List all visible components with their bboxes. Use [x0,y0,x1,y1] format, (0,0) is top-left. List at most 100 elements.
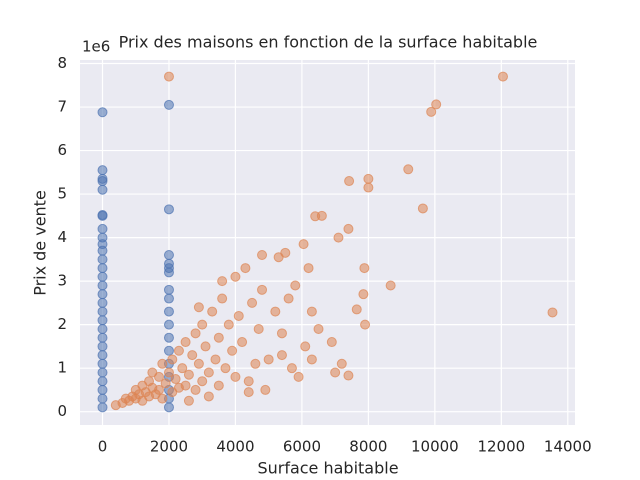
point [183,369,194,380]
x-tick-label: 4000 [216,438,254,456]
point [197,376,208,387]
point [157,358,168,369]
point [97,332,108,343]
point [417,203,428,214]
point [97,209,108,220]
point [180,380,191,391]
point [358,289,369,300]
y-tick-label: 7 [57,98,67,116]
y-tick-label: 4 [57,228,67,246]
point [97,280,108,291]
point [431,99,442,110]
point [97,184,108,195]
x-tick-label: 10000 [411,438,459,456]
point [217,276,228,287]
point [303,263,314,274]
point [170,374,181,385]
point [220,363,231,374]
point [276,328,287,339]
point [97,384,108,395]
point [97,289,108,300]
point [183,395,194,406]
point [263,354,274,365]
point [247,297,258,308]
point [260,384,271,395]
point [257,284,268,295]
point [153,371,164,382]
point [403,164,414,175]
point [336,358,347,369]
point [173,345,184,356]
point [240,263,251,274]
point [167,354,178,365]
point [163,204,174,215]
point [97,223,108,234]
point [160,378,171,389]
x-tick-label: 2000 [150,438,188,456]
point [157,393,168,404]
point [97,376,108,387]
point [163,71,174,82]
point [233,310,244,321]
point [97,173,108,184]
point [163,402,174,413]
point [97,350,108,361]
point [306,354,317,365]
point [97,358,108,369]
point [385,280,396,291]
point [250,358,261,369]
point [97,297,108,308]
point [163,258,174,269]
point [333,232,344,243]
point [213,332,224,343]
point [153,384,164,395]
y-tick-label: 0 [57,402,67,420]
point [343,223,354,234]
point [197,319,208,330]
x-axis-label: Surface habitable [257,459,398,478]
point [97,341,108,352]
point [163,293,174,304]
x-tick-label: 8000 [349,438,387,456]
point [177,363,188,374]
point [363,182,374,193]
y-tick-label: 2 [57,315,67,333]
point [243,376,254,387]
point [213,380,224,391]
point [227,345,238,356]
chart-title: Prix des maisons en fonction de la surfa… [119,33,538,52]
point [97,107,108,118]
y-offset-label: 1e6 [82,38,110,56]
point [243,387,254,398]
point [97,402,108,413]
point [97,263,108,274]
point [193,302,204,313]
point [230,371,241,382]
point [253,323,264,334]
y-tick-label: 6 [57,141,67,159]
point [193,358,204,369]
x-tick-label: 14000 [544,438,592,456]
point [203,391,214,402]
y-axis-label: Prix de vente [31,190,50,296]
point [257,250,268,261]
point [163,250,174,261]
point [283,293,294,304]
point [97,367,108,378]
point [163,345,174,356]
x-tick-label: 12000 [477,438,525,456]
point [300,341,311,352]
point [547,307,558,318]
point [200,341,211,352]
point [326,337,337,348]
y-tick-label: 3 [57,272,67,290]
x-tick-label: 0 [98,438,108,456]
point [97,271,108,282]
point [163,367,174,378]
point [97,393,108,404]
x-tick-label: 6000 [283,438,321,456]
point [270,306,281,317]
point [316,210,327,221]
point [363,173,374,184]
